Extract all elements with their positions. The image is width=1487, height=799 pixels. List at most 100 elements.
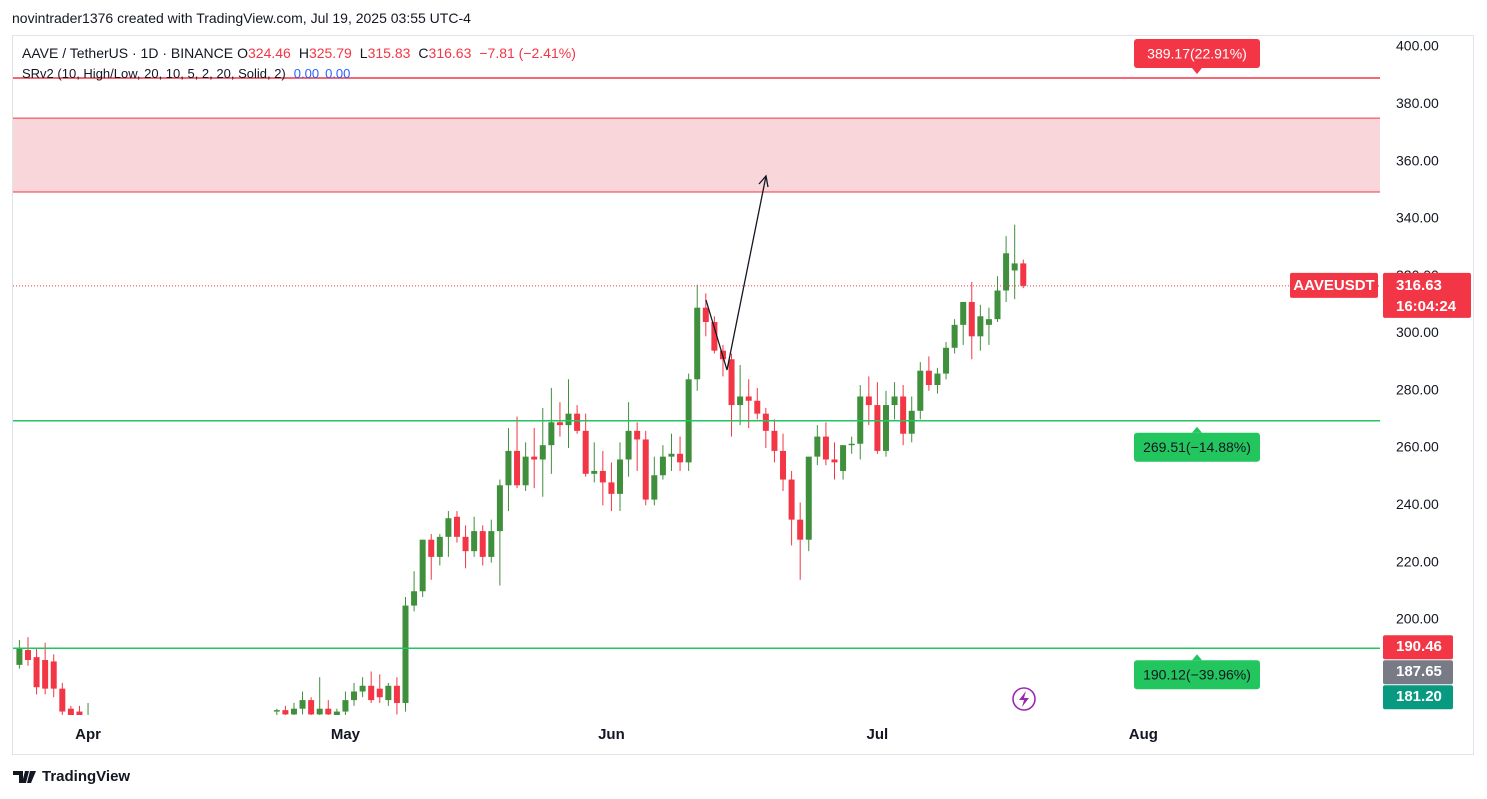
indicator-value: 0.00 — [293, 66, 320, 81]
candle-body — [960, 301, 967, 325]
candle-body — [531, 456, 538, 460]
indicator-value: 0.00 — [325, 66, 351, 81]
candle-body — [985, 319, 992, 325]
axis-layer: 200.00220.00240.00260.00280.00300.00320.… — [75, 38, 1471, 743]
x-tick-label: Jul — [867, 726, 889, 743]
candle-body — [359, 685, 366, 692]
x-tick-label: Aug — [1129, 726, 1158, 743]
candle-body — [908, 410, 915, 434]
level-label-pointer — [1192, 654, 1202, 661]
axis-tag: 187.65 — [1396, 663, 1442, 680]
candle-body — [428, 539, 435, 557]
candle-body — [1020, 263, 1027, 286]
candle-body — [514, 450, 521, 486]
candle-body — [453, 516, 460, 537]
ohlc-key: O — [237, 45, 248, 61]
candle-body — [282, 710, 289, 715]
candle-body — [745, 396, 752, 401]
candle-body — [445, 518, 452, 537]
level-layer: 389.17(22.91%) 269.51(−14.88%) 190.12(−39.… — [13, 39, 1380, 690]
candle-body — [16, 647, 23, 665]
candle-body — [642, 439, 649, 500]
y-tick-label: 260.00 — [1396, 439, 1439, 455]
candle-body — [522, 456, 529, 486]
candle-body — [668, 453, 675, 457]
candle-body — [24, 649, 31, 661]
change: −7.81 (−2.41%) — [479, 45, 576, 61]
candle-body — [333, 711, 340, 715]
symbol-tag-bg — [1290, 272, 1378, 298]
candle-body — [934, 373, 941, 386]
level-label-pointer — [1192, 426, 1202, 433]
candle-layer — [16, 224, 1027, 715]
candle-body — [505, 450, 512, 486]
level-label: 190.12(−39.96%) — [1143, 666, 1251, 682]
candle-body — [925, 370, 932, 386]
candle-body — [50, 661, 57, 689]
candle-body — [651, 475, 658, 500]
candle-body — [762, 413, 769, 431]
icon-bolt — [1019, 691, 1029, 707]
candle-body — [737, 396, 744, 406]
candle-body — [290, 708, 297, 715]
candle-body — [599, 470, 606, 483]
price-tag: 316.63 — [1396, 277, 1442, 294]
symbol-tag: AAVEUSDT — [1293, 277, 1374, 294]
trend-arrow — [705, 175, 767, 371]
candle-body — [882, 405, 889, 451]
x-tick-label: May — [331, 726, 361, 743]
candle-body — [1011, 263, 1018, 271]
candle-body — [780, 450, 787, 480]
candle-body — [496, 485, 503, 532]
candle-body — [831, 459, 838, 463]
lightning-icon — [1012, 687, 1036, 711]
icon-circle — [1012, 687, 1036, 711]
candle-body — [977, 316, 984, 337]
y-tick-label: 380.00 — [1396, 95, 1439, 111]
axis-tag: 181.20 — [1396, 688, 1442, 705]
level-label-bg — [1134, 660, 1260, 690]
candle-body — [900, 396, 907, 434]
y-tick-label: 340.00 — [1396, 210, 1439, 226]
candle-body — [539, 445, 546, 460]
candle-body — [994, 290, 1001, 320]
candle-body — [788, 479, 795, 520]
candle-body — [308, 700, 315, 715]
candle-body — [273, 710, 280, 712]
drawing-arrow — [705, 174, 769, 371]
footer-brand: TradingView — [42, 768, 131, 785]
candle-body — [968, 301, 975, 337]
candle-body — [840, 445, 847, 471]
candle-body — [351, 691, 358, 701]
candle-body — [59, 688, 66, 712]
candle-body — [754, 400, 761, 414]
symbol-legend: AAVE / TetherUS · 1D · BINANCE O 324.46 H 3… — [22, 45, 576, 61]
chart-frame — [12, 35, 1474, 755]
candle-body — [848, 443, 855, 446]
candle-body — [874, 405, 881, 451]
y-tick-label: 400.00 — [1396, 38, 1439, 54]
y-tick-label: 300.00 — [1396, 324, 1439, 340]
indicator: SRv2 (10, High/Low, 20, 10, 5, 2, 20, So… — [22, 66, 286, 81]
candle-body — [634, 430, 641, 440]
candle-body — [342, 700, 349, 712]
candle-body — [891, 396, 898, 406]
candle-body — [76, 711, 83, 715]
symbol: AAVE / TetherUS · 1D · BINANCE — [22, 45, 234, 61]
level-label-bg — [1134, 432, 1260, 462]
candle-body — [565, 413, 572, 426]
ohlc-value: 325.79 — [308, 45, 352, 61]
candle-body — [368, 685, 375, 701]
candle-body — [865, 396, 872, 406]
axis-tag-bg — [1383, 635, 1453, 660]
candle-body — [33, 657, 40, 688]
candle-body — [556, 422, 563, 426]
candle-body — [393, 685, 400, 703]
candle-body — [591, 470, 598, 474]
candle-body — [411, 591, 418, 606]
candle-body — [702, 307, 709, 323]
x-tick-label: Apr — [75, 726, 101, 743]
zone-layer — [13, 117, 1380, 193]
ohlc-value: 315.83 — [367, 45, 411, 61]
